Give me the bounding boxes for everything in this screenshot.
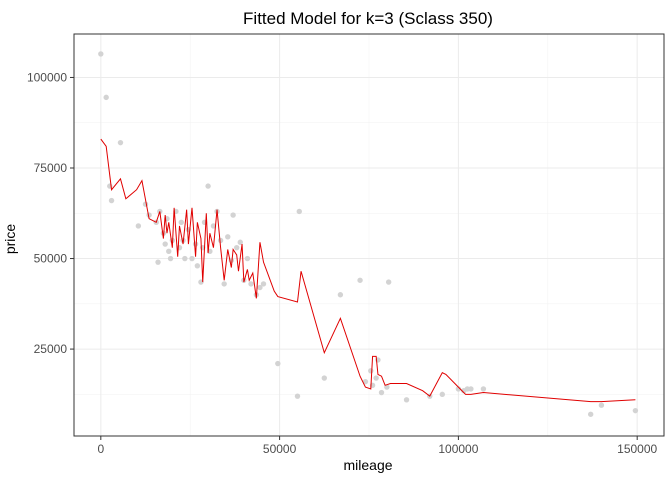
data-point (233, 244, 240, 251)
x-axis-title: mileage (343, 457, 392, 473)
data-point (135, 223, 142, 229)
data-point (194, 263, 201, 269)
data-point (117, 139, 124, 146)
data-point (296, 208, 302, 215)
x-tick-label: 50000 (263, 442, 297, 456)
panel-border (73, 33, 665, 437)
data-point (103, 94, 109, 101)
data-point (192, 241, 199, 247)
data-point (166, 248, 172, 254)
data-point (384, 384, 390, 390)
data-point (167, 255, 174, 262)
data-point (403, 397, 410, 403)
y-tick-label: 25000 (34, 342, 68, 356)
x-tick-label: 150000 (617, 442, 657, 456)
data-point (321, 375, 328, 381)
data-point (480, 386, 487, 392)
data-point (189, 255, 195, 262)
y-tick-label: 75000 (34, 161, 68, 175)
data-point (294, 393, 301, 399)
data-point (257, 284, 263, 291)
data-point (385, 279, 392, 285)
data-point (275, 360, 281, 367)
data-point (455, 386, 462, 392)
grid-major (74, 34, 664, 436)
data-point (632, 407, 639, 414)
y-tick-label: 50000 (34, 252, 68, 266)
data-points (98, 51, 639, 417)
data-point (98, 51, 104, 57)
data-point (205, 183, 211, 189)
x-tick-label: 0 (97, 442, 104, 456)
data-point (378, 389, 385, 396)
data-point (217, 237, 224, 244)
y-tick-label: 100000 (27, 70, 67, 84)
data-point (468, 386, 474, 392)
data-point (244, 255, 251, 262)
fitted-line (100, 138, 636, 403)
data-point (108, 197, 115, 204)
x-tick-label: 100000 (438, 442, 478, 456)
data-point (178, 219, 184, 226)
data-point (587, 411, 594, 417)
data-point (362, 378, 369, 385)
y-axis-ticks: 25000 50000 75000 100000 (27, 70, 74, 356)
chart-title: Fitted Model for k=3 (Sclass 350) (243, 9, 493, 28)
y-axis-title: price (2, 224, 18, 255)
data-point (368, 368, 374, 374)
data-point (337, 292, 344, 298)
data-point (260, 281, 267, 287)
data-point (162, 241, 168, 247)
data-point (225, 234, 231, 240)
grid-minor (74, 34, 664, 436)
data-point (439, 391, 446, 398)
data-point (182, 255, 188, 262)
data-point (357, 277, 363, 283)
x-axis-ticks: 0 50000 100000 150000 (97, 436, 658, 456)
data-point (237, 239, 243, 245)
data-point (373, 375, 379, 381)
data-point (598, 402, 605, 408)
data-point (230, 212, 236, 218)
data-point (210, 223, 217, 229)
fitted-line-layer (100, 138, 636, 403)
data-point (248, 281, 254, 287)
data-point (221, 281, 227, 287)
data-point (155, 259, 161, 265)
